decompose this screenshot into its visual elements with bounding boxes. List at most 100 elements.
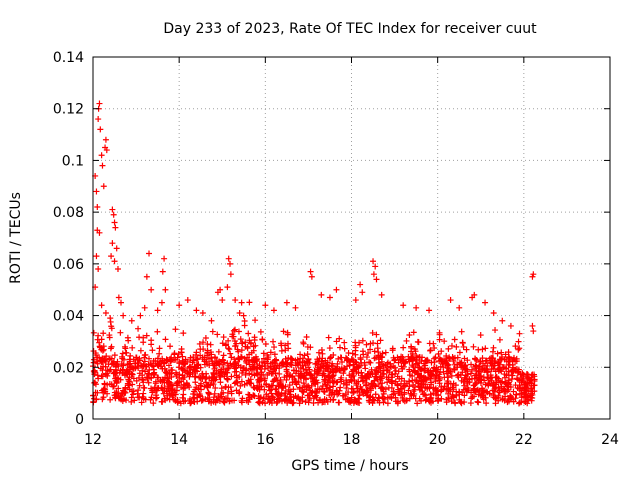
data-point — [529, 322, 536, 329]
data-point — [376, 374, 383, 381]
y-axis-label: ROTI / TECUs — [8, 192, 24, 284]
data-point — [187, 354, 194, 361]
data-point — [294, 360, 301, 367]
data-point — [358, 360, 365, 367]
data-point — [154, 307, 161, 314]
data-point — [157, 378, 164, 385]
data-point — [463, 346, 470, 353]
data-point — [308, 273, 315, 280]
data-point — [169, 382, 176, 389]
data-point — [472, 363, 479, 370]
data-point — [104, 367, 111, 374]
data-point — [224, 365, 231, 372]
data-point — [406, 366, 413, 373]
data-point — [194, 368, 201, 375]
data-point — [221, 359, 228, 366]
data-point — [476, 363, 483, 370]
data-point — [519, 377, 526, 384]
data-point — [113, 245, 120, 252]
data-point — [161, 255, 168, 262]
data-point — [362, 382, 369, 389]
data-point — [382, 349, 389, 356]
data-point — [490, 365, 497, 372]
data-point — [289, 379, 296, 386]
data-point — [502, 393, 509, 400]
data-point — [437, 356, 444, 363]
data-point — [431, 345, 438, 352]
data-point — [407, 372, 414, 379]
data-point — [224, 284, 231, 291]
data-point — [159, 398, 166, 405]
data-point — [228, 373, 235, 380]
data-point — [315, 366, 322, 373]
data-point — [130, 375, 137, 382]
data-point — [270, 307, 277, 314]
data-point — [378, 354, 385, 361]
data-point — [199, 354, 206, 361]
data-point — [150, 371, 157, 378]
data-point — [196, 340, 203, 347]
data-point — [426, 307, 433, 314]
data-point — [412, 367, 419, 374]
data-point — [128, 317, 135, 324]
data-point — [100, 343, 107, 350]
data-point — [297, 351, 304, 358]
data-point — [195, 361, 202, 368]
data-point — [99, 162, 106, 169]
data-point — [118, 299, 125, 306]
data-point — [370, 258, 377, 265]
data-point — [255, 378, 262, 385]
data-point — [451, 354, 458, 361]
data-point — [171, 350, 178, 357]
data-point — [316, 397, 323, 404]
data-point — [111, 352, 118, 359]
data-point — [205, 390, 212, 397]
data-point — [321, 378, 328, 385]
data-point — [146, 366, 153, 373]
data-point — [253, 358, 260, 365]
data-point — [416, 386, 423, 393]
data-point — [506, 361, 513, 368]
data-point — [483, 357, 490, 364]
data-point — [133, 354, 140, 361]
data-point — [127, 352, 134, 359]
data-point — [345, 350, 352, 357]
data-point — [482, 345, 489, 352]
data-point — [366, 359, 373, 366]
data-point — [141, 304, 148, 311]
data-point — [235, 328, 242, 335]
data-point — [102, 371, 109, 378]
data-point — [128, 371, 135, 378]
data-point — [148, 286, 155, 293]
data-point — [458, 328, 465, 335]
data-point — [435, 373, 442, 380]
data-point — [154, 362, 161, 369]
data-point — [107, 315, 114, 322]
data-point — [335, 355, 342, 362]
data-point — [221, 373, 228, 380]
data-point — [255, 395, 262, 402]
data-point — [271, 358, 278, 365]
data-point — [250, 366, 257, 373]
data-point — [389, 371, 396, 378]
data-point — [481, 377, 488, 384]
data-point — [247, 380, 254, 387]
data-point — [316, 355, 323, 362]
data-point — [257, 328, 264, 335]
data-point — [453, 343, 460, 350]
data-point — [416, 359, 423, 366]
data-point — [273, 374, 280, 381]
data-point — [284, 331, 291, 338]
data-point — [271, 344, 278, 351]
data-point — [148, 341, 155, 348]
data-point — [352, 347, 359, 354]
data-point — [140, 390, 147, 397]
data-point — [97, 126, 104, 133]
data-point — [400, 302, 407, 309]
data-point — [527, 385, 534, 392]
data-point — [207, 381, 214, 388]
data-point — [96, 229, 103, 236]
data-point — [359, 389, 366, 396]
x-tick-label: 20 — [429, 432, 447, 448]
data-point — [100, 330, 107, 337]
